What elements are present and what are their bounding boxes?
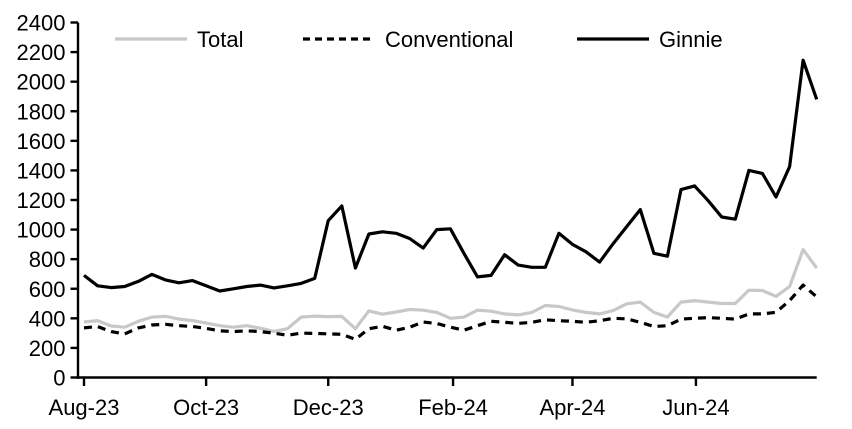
y-tick-label: 1400 [17, 158, 66, 183]
conventional-line [83, 283, 818, 341]
y-tick-label: 1600 [17, 129, 66, 154]
y-tick-label: 2200 [17, 40, 66, 65]
y-tick-label: 2000 [17, 70, 66, 95]
y-tick-label: 800 [29, 247, 66, 272]
x-tick-label-jun-24: Jun-24 [662, 395, 729, 420]
y-tick-label: 1000 [17, 218, 66, 243]
legend-label-ginnie: Ginnie [659, 27, 723, 52]
legend-label-total: Total [197, 27, 243, 52]
x-tick-label-feb-24: Feb-24 [418, 395, 488, 420]
y-tick-label: 0 [53, 366, 65, 391]
y-tick-label: 1800 [17, 99, 66, 124]
y-tick-label: 400 [29, 306, 66, 331]
y-tick-label: 1200 [17, 188, 66, 213]
y-tick-label: 200 [29, 336, 66, 361]
y-tick-label: 600 [29, 277, 66, 302]
x-tick-label-aug-23: Aug-23 [49, 395, 120, 420]
x-tick-label-oct-23: Oct-23 [173, 395, 239, 420]
ginnie-line [83, 58, 819, 293]
total-line [83, 248, 818, 333]
y-tick-label: 2400 [17, 11, 66, 36]
legend-label-conventional: Conventional [385, 27, 513, 52]
x-tick-label-apr-24: Apr-24 [539, 395, 605, 420]
x-tick-label-dec-23: Dec-23 [293, 395, 364, 420]
